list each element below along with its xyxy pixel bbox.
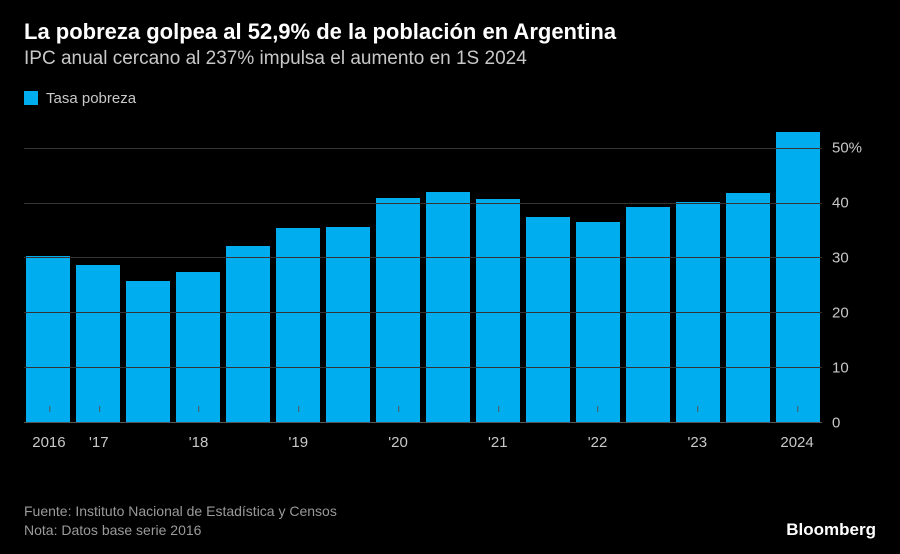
bar bbox=[226, 246, 270, 421]
x-tick-label: '19 bbox=[289, 434, 309, 451]
y-tick-label: 50% bbox=[832, 139, 862, 156]
x-tick-label: '20 bbox=[388, 434, 408, 451]
y-tick-label: 30 bbox=[832, 249, 849, 266]
source-text: Fuente: Instituto Nacional de Estadístic… bbox=[24, 502, 337, 521]
x-axis: 2016 '17 '18 '19 '20 '21 '22 '23 2024 bbox=[24, 427, 822, 451]
chart-container: La pobreza golpea al 52,9% de la poblaci… bbox=[0, 0, 900, 554]
bar bbox=[126, 281, 170, 422]
y-axis: 01020304050% bbox=[826, 121, 876, 423]
gridline bbox=[24, 312, 822, 313]
x-tick-mark bbox=[298, 406, 299, 412]
footer-left: Fuente: Instituto Nacional de Estadístic… bbox=[24, 502, 337, 540]
gridline bbox=[24, 367, 822, 368]
gridline bbox=[24, 257, 822, 258]
legend: Tasa pobreza bbox=[24, 90, 876, 107]
x-tick-label: '17 bbox=[89, 434, 109, 451]
y-tick-label: 10 bbox=[832, 359, 849, 376]
gridline bbox=[24, 203, 822, 204]
legend-label: Tasa pobreza bbox=[46, 90, 136, 107]
bar bbox=[726, 193, 770, 421]
bar bbox=[476, 199, 520, 421]
bar bbox=[526, 217, 570, 421]
bar bbox=[26, 256, 70, 422]
x-tick-mark bbox=[99, 406, 100, 412]
chart-title: La pobreza golpea al 52,9% de la poblaci… bbox=[24, 18, 876, 46]
x-tick-mark bbox=[49, 406, 50, 412]
bar bbox=[376, 198, 420, 422]
y-tick-label: 0 bbox=[832, 414, 840, 431]
footer: Fuente: Instituto Nacional de Estadístic… bbox=[24, 502, 876, 540]
x-tick-label: '21 bbox=[488, 434, 508, 451]
legend-swatch bbox=[24, 91, 38, 105]
x-tick-label: '18 bbox=[189, 434, 209, 451]
bar bbox=[576, 222, 620, 422]
bars-group bbox=[24, 121, 822, 422]
bar bbox=[426, 192, 470, 422]
bar bbox=[176, 272, 220, 421]
x-tick-label: '23 bbox=[688, 434, 708, 451]
y-tick-label: 40 bbox=[832, 194, 849, 211]
x-tick-mark bbox=[797, 406, 798, 412]
y-tick-label: 20 bbox=[832, 304, 849, 321]
note-text: Nota: Datos base serie 2016 bbox=[24, 521, 337, 540]
chart-subtitle: IPC anual cercano al 237% impulsa el aum… bbox=[24, 48, 876, 70]
bar bbox=[776, 132, 820, 422]
bar bbox=[626, 207, 670, 422]
x-tick-label: 2024 bbox=[780, 434, 813, 451]
x-tick-mark bbox=[498, 406, 499, 412]
plot-area bbox=[24, 121, 822, 423]
brand-label: Bloomberg bbox=[786, 520, 876, 540]
chart-area: 01020304050% 2016'17'18'19'20'21'22'2320… bbox=[24, 121, 876, 451]
x-tick-mark bbox=[697, 406, 698, 412]
x-tick-label: 2016 bbox=[32, 434, 65, 451]
gridline bbox=[24, 148, 822, 149]
x-tick-mark bbox=[199, 406, 200, 412]
bar bbox=[76, 265, 120, 422]
x-tick-mark bbox=[398, 406, 399, 412]
x-tick-mark bbox=[598, 406, 599, 412]
x-tick-label: '22 bbox=[588, 434, 608, 451]
